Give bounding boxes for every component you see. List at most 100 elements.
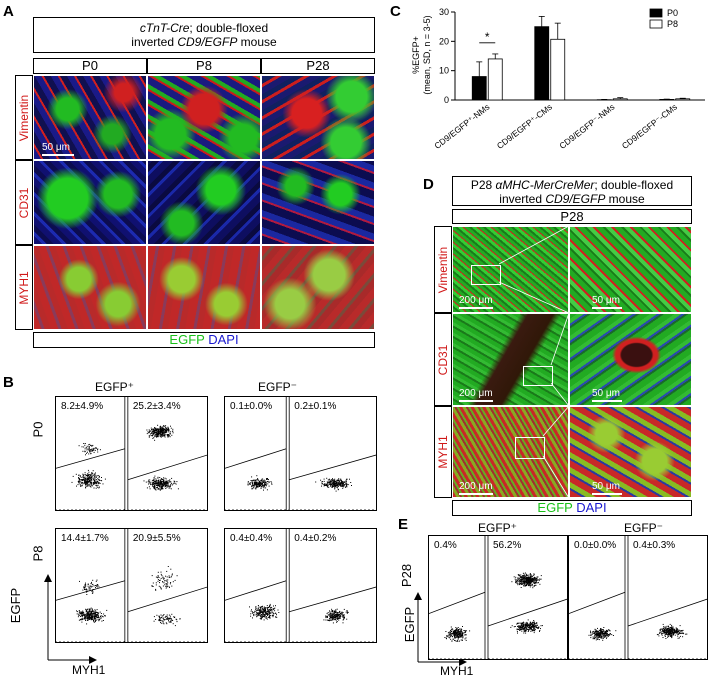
col-header-p28: P28 <box>261 58 375 74</box>
col-header-p8: P8 <box>147 58 261 74</box>
panel-d-row-label-vimentin: Vimentin <box>434 226 452 313</box>
gate-percent: 0.4% <box>434 540 457 551</box>
flow-plot: 0.4% 56.2% <box>428 535 568 660</box>
y-tick-label: 20 <box>439 36 449 46</box>
legend-label-p0: P0 <box>667 8 678 18</box>
legend-swatch-p0 <box>649 8 663 18</box>
micrograph-vimentin-p28 <box>261 75 375 160</box>
panel-d-zoom-connector-lines <box>498 226 570 498</box>
inset-box <box>523 366 553 386</box>
panel-b-x-axis-label: MYH1 <box>72 663 106 677</box>
panel-label-e: E <box>398 516 409 533</box>
col-header-p0: P0 <box>33 58 147 74</box>
panel-d-col-header: P28 <box>452 209 692 224</box>
gate-percent: 0.2±0.1% <box>294 401 337 412</box>
bar-p8 <box>487 58 503 101</box>
panel-b-row-p8: P8 <box>30 545 46 562</box>
panel-b-group-neg: EGFP⁻ <box>258 380 298 394</box>
panel-e-x-axis-label: MYH1 <box>440 664 474 678</box>
panel-e-row-p28: P28 <box>399 563 415 588</box>
x-tick-label: CD9/EGFP⁻-CMs <box>620 102 679 151</box>
panel-label-c: C <box>390 3 401 20</box>
gate-percent: 0.4±0.2% <box>294 533 337 544</box>
y-axis-label: %EGFP+ <box>411 36 421 74</box>
gate-percent: 0.4±0.3% <box>633 540 676 551</box>
panel-b-axis-arrows <box>44 574 97 664</box>
significance-star: * <box>485 30 490 44</box>
inset-box <box>515 437 545 459</box>
x-tick-label: CD9/EGFP⁺-NMs <box>432 102 491 151</box>
micrograph-myh1-p8 <box>147 245 261 330</box>
row-label-cd31: CD31 <box>15 160 33 245</box>
row-label-vimentin: Vimentin <box>15 75 33 160</box>
flow-plot: 14.4±1.7% 20.9±5.5% <box>55 528 208 643</box>
y-tick-label: 30 <box>439 7 449 17</box>
micrograph-vimentin-p0: 50 μm <box>33 75 147 160</box>
scale-bar-200: 200 μm <box>459 295 493 306</box>
y-tick-label: 10 <box>439 66 449 76</box>
micrograph-myh1-p0 <box>33 245 147 330</box>
panel-a-title-post: mouse <box>237 35 277 49</box>
gate-percent: 8.2±4.9% <box>61 401 104 412</box>
gate-percent: 0.0±0.0% <box>574 540 617 551</box>
scale-bar-50: 50 μm <box>592 295 620 306</box>
panel-a-title-rest: ; double-floxed <box>189 21 269 35</box>
micrograph-d-vimentin-overview: 200 μm <box>452 226 569 313</box>
gate-percent: 0.4±0.4% <box>230 533 273 544</box>
panel-a-legend: EGFP DAPI <box>33 332 375 348</box>
panel-label-a: A <box>3 3 14 20</box>
flow-plot: 0.1±0.0% 0.2±0.1% <box>224 396 377 511</box>
gate-percent: 25.2±3.4% <box>132 401 181 412</box>
panel-a-title-pre: inverted <box>131 35 178 49</box>
panel-b-group-pos: EGFP⁺ <box>95 380 135 394</box>
micrograph-d-vimentin-zoom: 50 μm <box>569 226 692 313</box>
y-axis-label: (mean, SD, n = 3-5) <box>422 15 432 94</box>
panel-d-row-label-cd31: CD31 <box>434 313 452 406</box>
panel-e-group-pos: EGFP⁺ <box>478 521 518 535</box>
legend-swatch-p8 <box>649 19 663 29</box>
panel-d-legend: EGFP DAPI <box>452 500 692 516</box>
x-tick-label: CD9/EGFP⁺-CMs <box>495 102 554 151</box>
micrograph-myh1-p28 <box>261 245 375 330</box>
panel-d-row-label-myh1: MYH1 <box>434 406 452 498</box>
panel-label-d: D <box>423 176 434 193</box>
panel-label-b: B <box>3 374 14 391</box>
panel-b-row-p0: P0 <box>30 421 46 438</box>
gate-percent: 20.9±5.5% <box>132 533 181 544</box>
gate-percent: 56.2% <box>493 540 522 551</box>
gate-percent: 0.1±0.0% <box>230 401 273 412</box>
inset-box <box>471 265 501 285</box>
micrograph-cd31-p0 <box>33 160 147 245</box>
micrograph-cd31-p28 <box>261 160 375 245</box>
panel-e-group-neg: EGFP⁻ <box>624 521 664 535</box>
micrograph-d-myh1-overview: 200 μm <box>452 406 569 498</box>
micrograph-d-myh1-zoom: 50 μm <box>569 406 692 498</box>
panel-e-axis-arrows <box>414 592 467 666</box>
legend-dapi: DAPI <box>208 332 239 347</box>
legend-label-p8: P8 <box>667 19 678 29</box>
micrograph-vimentin-p8 <box>147 75 261 160</box>
micrograph-d-cd31-zoom: 50 μm <box>569 313 692 406</box>
micrograph-d-cd31-overview: 200 μm <box>452 313 569 406</box>
legend-egfp: EGFP <box>169 332 205 347</box>
panel-a-title: cTnT-Cre; double-floxed inverted CD9/EGF… <box>33 17 375 53</box>
gate-percent: 14.4±1.7% <box>61 533 109 544</box>
panel-d-title: P28 αMHC-MerCreMer; double-floxed invert… <box>452 176 692 206</box>
flow-plot: 8.2±4.9% 25.2±3.4% <box>55 396 208 511</box>
panel-a-title-italic: cTnT-Cre <box>139 21 190 35</box>
flow-plot: 0.0±0.0% 0.4±0.3% <box>568 535 708 660</box>
scale-bar: 50 μm <box>42 142 74 156</box>
panel-b-y-axis-label: EGFP <box>8 587 24 624</box>
flow-plot: 0.4±0.4% 0.4±0.2% <box>224 528 377 643</box>
y-tick-label: 0 <box>444 95 449 105</box>
bar-p8 <box>612 98 628 101</box>
bar-p0 <box>534 26 550 101</box>
panel-a-title-gene: CD9/EGFP <box>177 35 238 49</box>
bar-p8 <box>550 38 566 101</box>
x-tick-label: CD9/EGFP⁻-NMs <box>557 102 616 151</box>
bar-p0 <box>471 76 487 101</box>
row-label-myh1: MYH1 <box>15 245 33 330</box>
bar-p8 <box>675 98 691 101</box>
micrograph-cd31-p8 <box>147 160 261 245</box>
